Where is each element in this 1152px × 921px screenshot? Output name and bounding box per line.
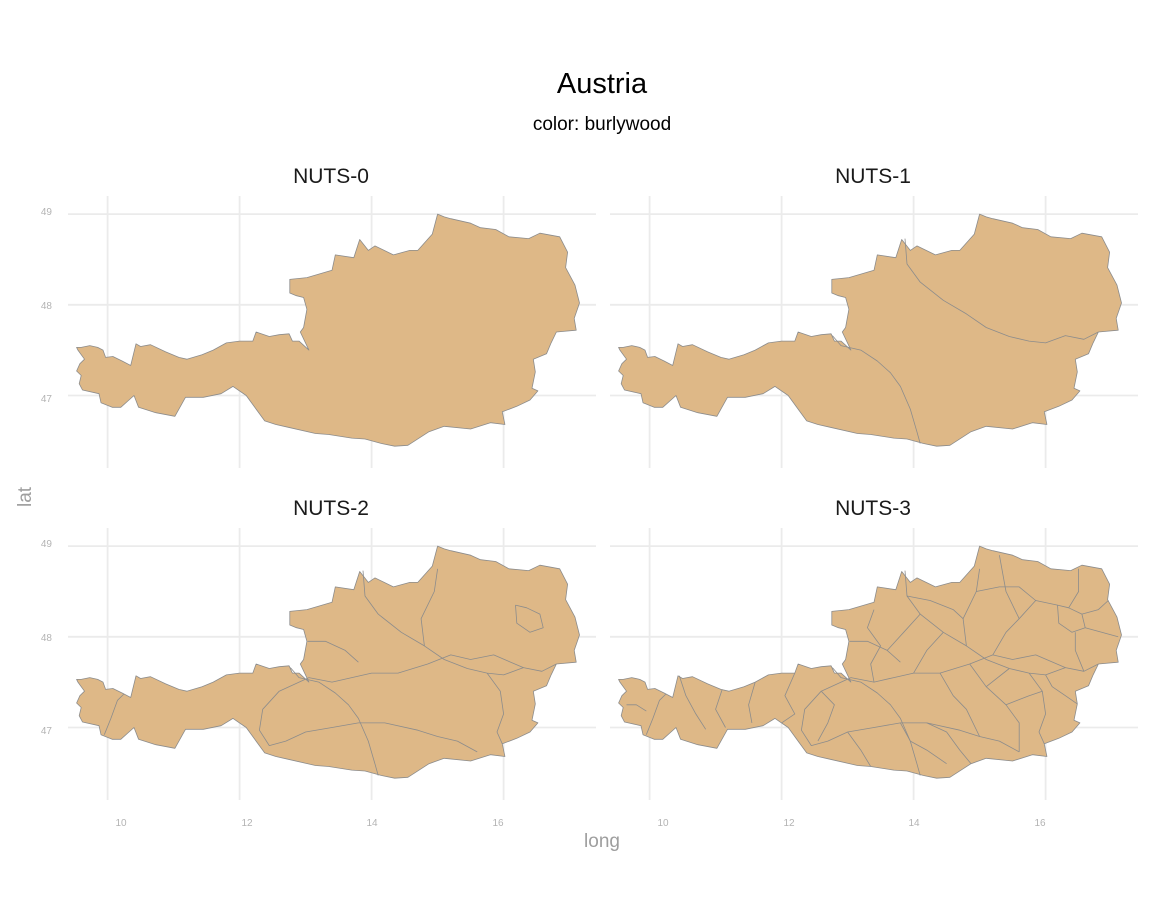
- region-boundary: [420, 568, 438, 646]
- map-panel-nuts-2: [68, 528, 596, 800]
- region-boundary: [985, 668, 1010, 688]
- region-boundary: [715, 689, 726, 728]
- region-boundary: [867, 609, 881, 683]
- y-tick-label: 49: [41, 539, 53, 550]
- region-boundary: [1081, 600, 1109, 615]
- region-boundary: [850, 654, 1066, 683]
- y-tick-label: 49: [41, 207, 53, 218]
- x-axis-title: long: [584, 831, 620, 852]
- map-panel-nuts-0: [68, 196, 596, 468]
- austria-region-fill: [76, 545, 580, 779]
- region-boundary: [748, 681, 756, 723]
- region-boundary: [1074, 632, 1085, 672]
- map-panel-nuts-3: [610, 528, 1138, 800]
- y-tick-label: 48: [41, 633, 53, 644]
- region-boundary: [308, 654, 524, 683]
- facet-strip-label: NUTS-1: [835, 165, 911, 188]
- region-boundary: [362, 570, 557, 676]
- region-boundary: [849, 640, 901, 663]
- x-tick-label: 14: [366, 818, 378, 829]
- region-boundary: [913, 632, 944, 674]
- y-tick-label: 48: [41, 301, 53, 312]
- x-tick-label: 10: [657, 818, 669, 829]
- region-boundary: [307, 640, 359, 663]
- region-boundary: [515, 604, 544, 633]
- chart-title: Austria: [557, 68, 648, 100]
- region-boundary: [962, 568, 980, 646]
- region-boundary: [258, 677, 478, 753]
- region-boundary: [817, 690, 835, 742]
- x-tick-label: 12: [241, 818, 253, 829]
- region-boundary: [781, 672, 796, 724]
- region-boundary: [1085, 627, 1119, 638]
- region-boundary: [999, 555, 1020, 619]
- region-boundary: [626, 704, 647, 712]
- facet-strip-label: NUTS-2: [293, 497, 369, 520]
- x-tick-label: 10: [115, 818, 127, 829]
- facet-strip-label: NUTS-3: [835, 497, 911, 520]
- region-boundary: [678, 675, 707, 730]
- region-boundary: [904, 238, 1099, 344]
- x-tick-label: 16: [492, 818, 504, 829]
- austria-region-fill: [618, 545, 1122, 779]
- region-boundary: [939, 672, 980, 737]
- region-boundary: [645, 693, 667, 735]
- region-boundary: [926, 722, 972, 764]
- region-boundary: [1005, 690, 1043, 706]
- x-tick-label: 14: [908, 818, 920, 829]
- region-boundary: [486, 672, 505, 744]
- x-tick-label: 12: [783, 818, 795, 829]
- region-boundary: [801, 677, 1020, 753]
- y-axis-title: lat: [15, 486, 36, 507]
- region-boundary: [886, 613, 921, 651]
- region-boundary: [847, 731, 872, 767]
- region-boundary: [1068, 568, 1079, 609]
- region-boundary: [904, 570, 1099, 676]
- chart-subtitle: color: burlywood: [533, 114, 671, 135]
- region-boundary: [1028, 672, 1046, 744]
- region-boundary: [900, 722, 947, 765]
- austria-region-fill: [76, 213, 580, 447]
- map-panel-nuts-1: [610, 196, 1138, 468]
- region-boundary: [103, 693, 125, 735]
- region-boundary: [976, 586, 1036, 601]
- y-tick-label: 47: [41, 726, 53, 737]
- region-boundary: [832, 335, 921, 444]
- austria-region-fill: [618, 213, 1122, 447]
- facet-strip-label: NUTS-0: [293, 165, 369, 188]
- region-boundary: [1045, 674, 1078, 705]
- x-tick-label: 16: [1034, 818, 1046, 829]
- y-tick-label: 47: [41, 394, 53, 405]
- region-boundary: [906, 595, 964, 619]
